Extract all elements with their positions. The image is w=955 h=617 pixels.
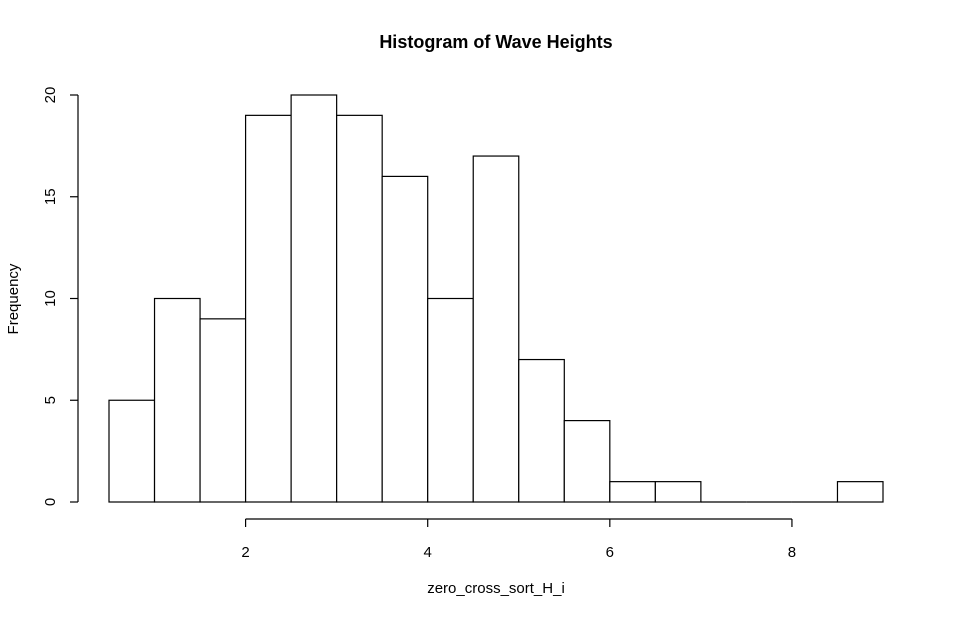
histogram-bar	[472, 155, 520, 503]
x-tick-label: 2	[241, 544, 249, 561]
histogram-bar	[563, 420, 611, 503]
histogram-bar	[427, 297, 474, 503]
x-tick-label: 4	[424, 544, 432, 561]
y-axis-label: Frequency	[5, 263, 22, 334]
y-tick-label: 15	[42, 188, 59, 205]
y-tick-label: 0	[42, 498, 59, 506]
histogram-bar	[153, 297, 201, 503]
histogram-bar	[518, 358, 565, 503]
histogram-bar	[836, 481, 884, 503]
y-tick-label: 5	[42, 396, 59, 404]
histogram-bar	[654, 481, 702, 503]
histogram-bar	[244, 114, 292, 503]
chart-title: Histogram of Wave Heights	[379, 32, 612, 52]
y-tick-label: 20	[42, 87, 59, 104]
histogram-bar	[381, 175, 429, 503]
x-axis: 2 4 6 8	[241, 518, 796, 561]
x-axis-label: zero_cross_sort_H_i	[427, 580, 565, 597]
y-axis: 0 5 10 15 20	[42, 87, 79, 506]
y-tick-label: 10	[42, 290, 59, 307]
bars-group	[108, 94, 884, 503]
x-tick-label: 6	[606, 544, 614, 561]
histogram-bar	[199, 318, 247, 503]
histogram-bar	[336, 114, 383, 503]
x-tick-label: 8	[788, 544, 796, 561]
histogram-bar	[290, 94, 338, 503]
histogram-bar	[609, 481, 656, 503]
histogram-bar	[108, 399, 156, 503]
